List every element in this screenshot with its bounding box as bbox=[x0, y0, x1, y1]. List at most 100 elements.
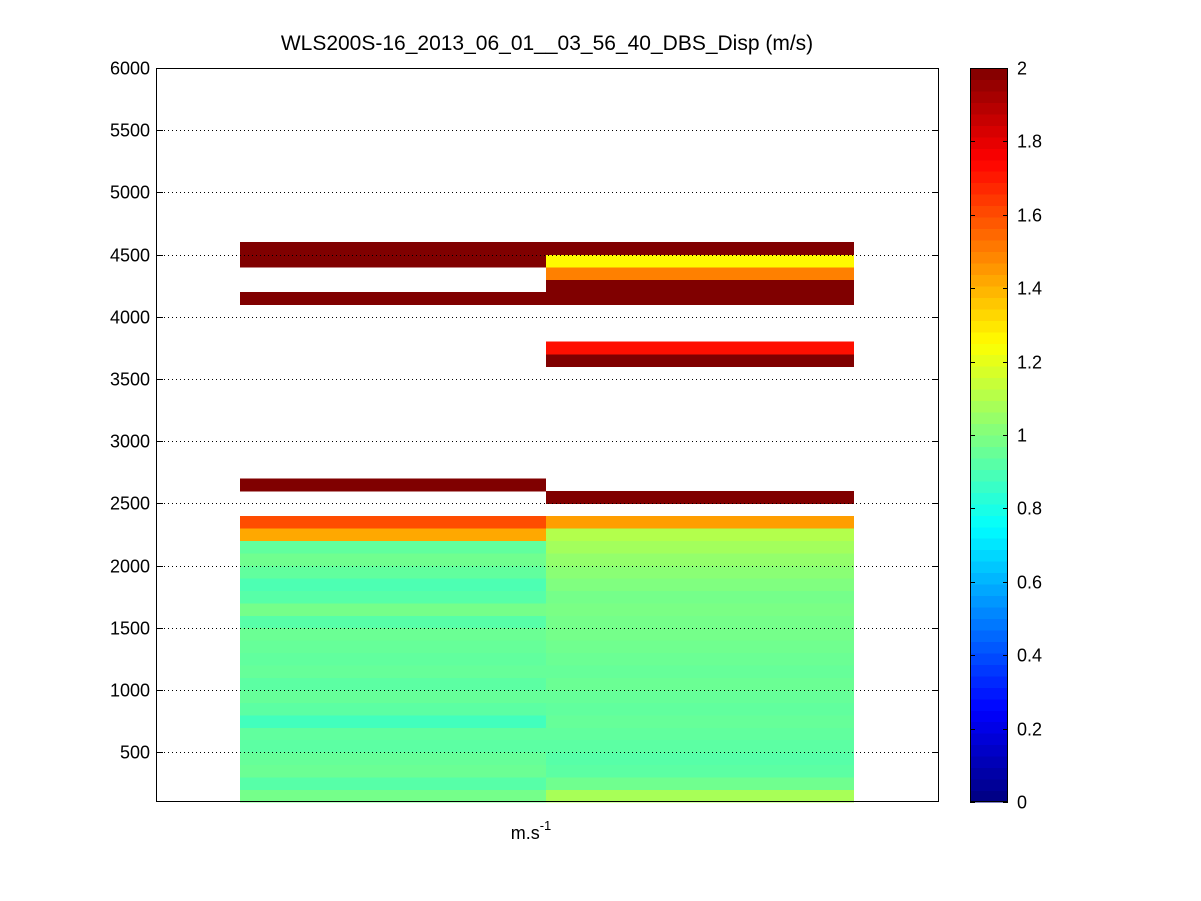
colorbar-band bbox=[970, 366, 1008, 379]
colorbar-band bbox=[970, 698, 1008, 711]
chart-title: WLS200S-16_2013_06_01__03_56_40_DBS_Disp… bbox=[281, 32, 813, 55]
y-tick-label: 3500 bbox=[110, 370, 150, 390]
colorbar-band bbox=[970, 526, 1008, 539]
colorbar-band bbox=[970, 423, 1008, 436]
y-tick-label: 3000 bbox=[110, 432, 150, 452]
colorbar-tick-label: 1.2 bbox=[1017, 353, 1042, 373]
colorbar-band bbox=[970, 515, 1008, 528]
heatmap-cells bbox=[240, 242, 854, 803]
heatmap-cell bbox=[546, 727, 854, 741]
colorbar-band bbox=[970, 618, 1008, 631]
heatmap-cell bbox=[240, 528, 546, 542]
plot-frame bbox=[156, 68, 939, 802]
heatmap-cell bbox=[240, 665, 546, 678]
colorbar-tick-label: 0.8 bbox=[1017, 499, 1042, 519]
colorbar-band bbox=[970, 389, 1008, 402]
heatmap-cell bbox=[546, 714, 854, 728]
y-tick-label: 2500 bbox=[110, 494, 150, 514]
heatmap-cell bbox=[546, 702, 854, 716]
heatmap-cell bbox=[546, 764, 854, 778]
y-tick-label: 4000 bbox=[110, 308, 150, 328]
y-tick-label: 1500 bbox=[110, 619, 150, 639]
heatmap-cell bbox=[546, 690, 854, 703]
colorbar-band bbox=[970, 331, 1008, 344]
heatmap-cell bbox=[240, 752, 546, 766]
colorbar-band bbox=[970, 675, 1008, 688]
heatmap-cell bbox=[546, 615, 854, 629]
colorbar-band bbox=[970, 446, 1008, 459]
heatmap-cell bbox=[546, 254, 854, 268]
heatmap-cell bbox=[240, 627, 546, 641]
heatmap-cell bbox=[546, 578, 854, 591]
colorbar-band bbox=[970, 584, 1008, 597]
heatmap-cell bbox=[240, 515, 546, 529]
colorbar-tick-label: 1 bbox=[1017, 426, 1027, 446]
heatmap-cell bbox=[546, 752, 854, 766]
colorbar-band bbox=[970, 767, 1008, 780]
y-tick-label: 6000 bbox=[110, 59, 150, 79]
heatmap-cell bbox=[240, 727, 546, 741]
colorbar-band bbox=[970, 412, 1008, 425]
colorbar-band bbox=[970, 217, 1008, 230]
colorbar-band bbox=[970, 744, 1008, 757]
colorbar-band bbox=[970, 733, 1008, 746]
colorbar-band bbox=[970, 400, 1008, 413]
heatmap-cell bbox=[546, 490, 854, 504]
y-grid bbox=[156, 130, 939, 753]
heatmap-cell bbox=[546, 652, 854, 666]
heatmap-cell bbox=[546, 590, 854, 604]
colorbar-band bbox=[970, 480, 1008, 493]
colorbar-tick-label: 1.6 bbox=[1017, 206, 1042, 226]
heatmap-cell bbox=[546, 789, 854, 803]
colorbar-band bbox=[970, 125, 1008, 138]
colorbar-band bbox=[970, 561, 1008, 574]
colorbar-band bbox=[970, 102, 1008, 115]
heatmap-cell bbox=[546, 777, 854, 790]
heatmap-cell bbox=[240, 777, 546, 790]
heatmap-cell bbox=[240, 652, 546, 666]
heatmap-cell bbox=[240, 242, 546, 256]
colorbar-band bbox=[970, 435, 1008, 447]
heatmap-cell bbox=[240, 739, 546, 753]
x-axis-label: m.s-1 bbox=[511, 818, 552, 843]
colorbar-band bbox=[970, 205, 1008, 218]
colorbar-band bbox=[970, 194, 1008, 207]
colorbar-band bbox=[970, 228, 1008, 241]
colorbar-band bbox=[970, 113, 1008, 126]
heatmap-cell bbox=[546, 553, 854, 567]
heatmap-cell bbox=[546, 528, 854, 542]
heatmap-cell bbox=[240, 540, 546, 554]
colorbar-band bbox=[970, 343, 1008, 356]
colorbar-band bbox=[970, 377, 1008, 390]
colorbar-band bbox=[970, 171, 1008, 184]
colorbar-band bbox=[970, 182, 1008, 195]
colorbar-band bbox=[970, 251, 1008, 264]
heatmap-cell bbox=[240, 702, 546, 716]
heatmap-cell bbox=[546, 540, 854, 554]
y-tick-label: 1000 bbox=[110, 681, 150, 701]
colorbar-band bbox=[970, 710, 1008, 723]
y-axis: 500 1000 1500 2000 2500 3000 3500 4000 4500 5000 5… bbox=[110, 59, 939, 763]
heatmap-cell bbox=[240, 615, 546, 629]
heatmap-cell bbox=[546, 665, 854, 678]
y-tick-label: 2000 bbox=[110, 557, 150, 577]
colorbar-band bbox=[970, 641, 1008, 654]
heatmap-cell bbox=[546, 242, 854, 256]
heatmap-cell bbox=[240, 602, 546, 616]
colorbar-band bbox=[970, 457, 1008, 470]
colorbar-band bbox=[970, 159, 1008, 172]
heatmap-cell bbox=[240, 291, 546, 305]
heatmap-cell bbox=[546, 627, 854, 641]
colorbar-band bbox=[970, 629, 1008, 642]
colorbar-band bbox=[970, 779, 1008, 792]
colorbar-band bbox=[970, 549, 1008, 562]
colorbar-tick-label: 0.4 bbox=[1017, 646, 1042, 666]
colorbar-band bbox=[970, 790, 1008, 803]
heatmap-cell bbox=[240, 677, 546, 691]
heatmap-cell bbox=[240, 640, 546, 654]
heatmap-cell bbox=[240, 590, 546, 604]
heatmap-cell bbox=[240, 690, 546, 703]
heatmap-cell bbox=[240, 714, 546, 728]
heatmap-cell bbox=[546, 565, 854, 579]
colorbar-band bbox=[970, 297, 1008, 310]
